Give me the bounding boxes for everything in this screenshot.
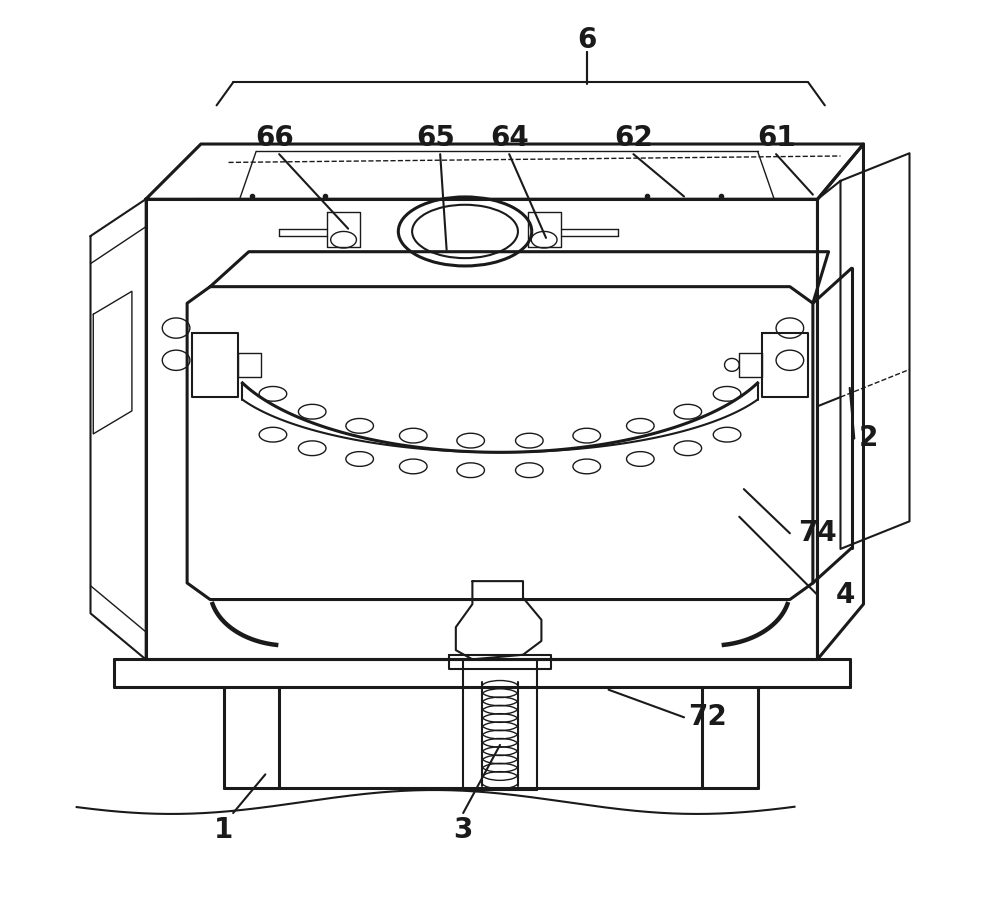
Text: 66: 66: [255, 124, 294, 151]
Text: 2: 2: [858, 425, 878, 452]
Text: 65: 65: [416, 124, 455, 151]
Text: 74: 74: [798, 520, 837, 547]
Text: 64: 64: [490, 124, 529, 151]
Text: 6: 6: [578, 26, 597, 54]
Text: 62: 62: [614, 124, 653, 151]
Text: 61: 61: [757, 124, 795, 151]
Text: 4: 4: [835, 581, 855, 609]
Text: 1: 1: [214, 816, 234, 844]
Text: 72: 72: [688, 703, 726, 731]
Text: 3: 3: [454, 816, 473, 844]
